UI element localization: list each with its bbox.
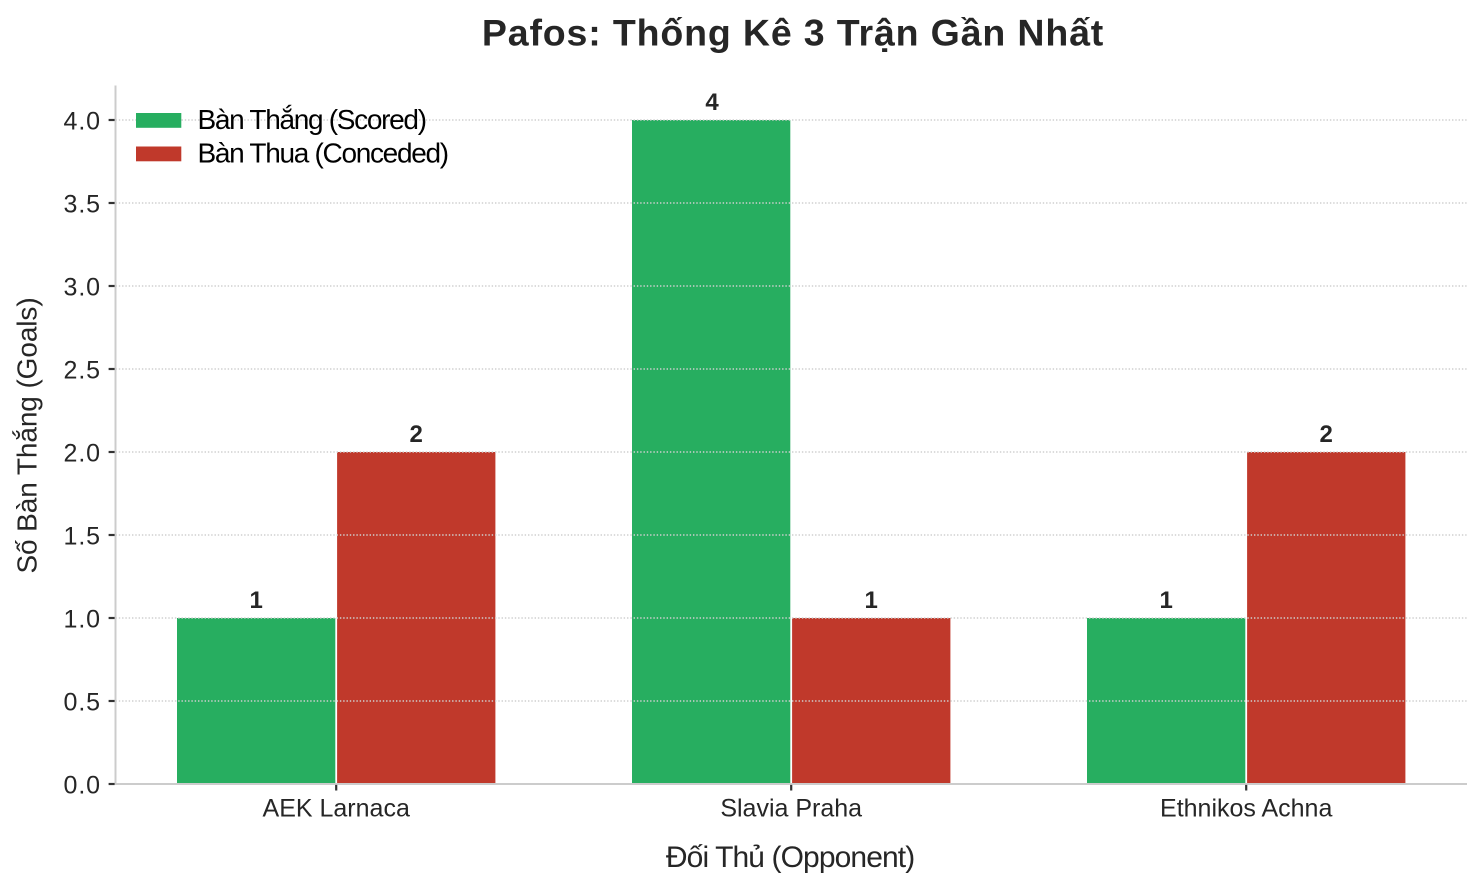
svg-text:1: 1 [865, 587, 878, 614]
svg-text:3.0: 3.0 [64, 273, 101, 301]
svg-text:1.0: 1.0 [64, 605, 101, 633]
svg-text:0.5: 0.5 [64, 688, 101, 716]
svg-text:1.5: 1.5 [64, 522, 101, 550]
svg-text:2: 2 [1320, 421, 1333, 448]
svg-text:Số Bàn Thắng (Goals): Số Bàn Thắng (Goals) [12, 297, 43, 573]
svg-text:2.0: 2.0 [64, 439, 101, 467]
svg-text:Đối Thủ (Opponent): Đối Thủ (Opponent) [666, 841, 914, 874]
svg-text:1: 1 [250, 587, 263, 614]
svg-text:0.0: 0.0 [64, 771, 101, 799]
svg-text:1: 1 [1160, 587, 1173, 614]
svg-text:Slavia Praha: Slavia Praha [720, 794, 862, 822]
svg-text:4: 4 [705, 89, 719, 116]
svg-text:Bàn Thắng (Scored): Bàn Thắng (Scored) [198, 104, 426, 135]
svg-text:2: 2 [410, 421, 423, 448]
svg-text:AEK Larnaca: AEK Larnaca [263, 794, 410, 822]
svg-text:Pafos: Thống Kê 3 Trận Gần Nhấ: Pafos: Thống Kê 3 Trận Gần Nhất [482, 11, 1104, 53]
svg-text:Bàn Thua (Conceded): Bàn Thua (Conceded) [198, 138, 448, 169]
svg-text:2.5: 2.5 [64, 356, 101, 384]
svg-text:4.0: 4.0 [64, 107, 101, 135]
svg-text:3.5: 3.5 [64, 190, 101, 218]
svg-text:Ethnikos Achna: Ethnikos Achna [1160, 794, 1332, 822]
